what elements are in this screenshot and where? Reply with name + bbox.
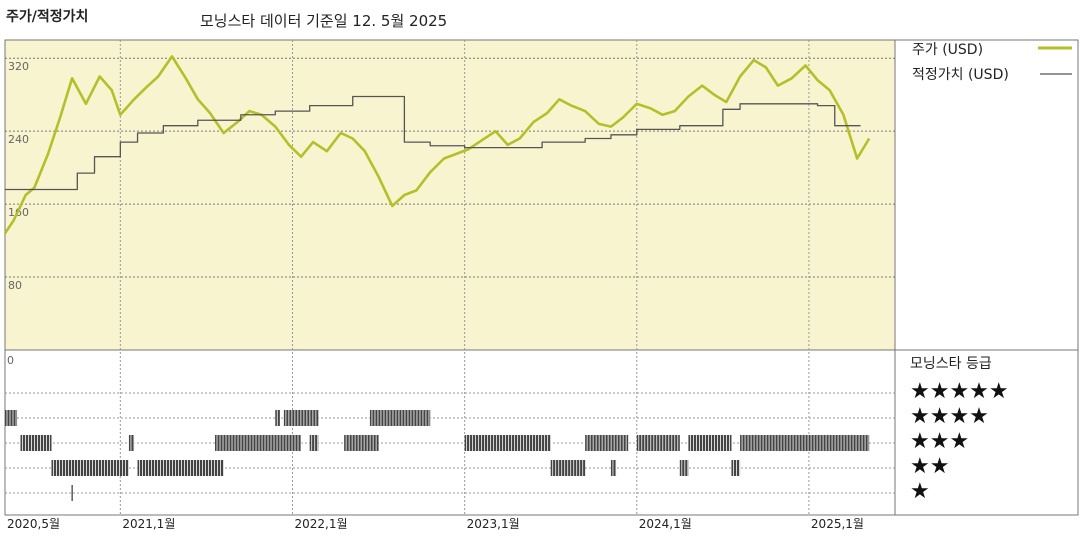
rating-segment-3-11 bbox=[344, 435, 379, 451]
y-tick-label-3: 80 bbox=[8, 279, 22, 292]
rating-segment-3-7 bbox=[20, 435, 52, 451]
rating-segment-2-4 bbox=[610, 460, 617, 476]
rating-bar bbox=[464, 435, 551, 451]
x-tick-label-0: 2020,5월 bbox=[7, 517, 60, 531]
rating-panel-bg bbox=[4, 349, 896, 516]
rating-bar bbox=[128, 435, 135, 451]
rating-bar bbox=[51, 460, 129, 476]
rating-segment-3-13 bbox=[585, 435, 629, 451]
rating-segment-4-17 bbox=[5, 410, 18, 426]
rating-segment-2-1 bbox=[51, 460, 129, 476]
rating-label-5: ★★★★★ bbox=[910, 379, 1009, 404]
y-tick-label-0: 320 bbox=[8, 60, 29, 73]
rating-bar bbox=[688, 435, 732, 451]
rating-segment-3-12 bbox=[464, 435, 552, 451]
rating-segment-3-8 bbox=[128, 435, 135, 451]
x-tick-label-3: 2023,1월 bbox=[467, 517, 520, 531]
rating-label-2: ★★ bbox=[910, 454, 949, 479]
rating-bars bbox=[5, 410, 870, 501]
rating-segment-3-14 bbox=[636, 435, 680, 451]
rating-bar bbox=[215, 435, 302, 451]
rating-y-tick: 0 bbox=[7, 354, 14, 367]
chart-title: 모닝스타 데이터 기준일 12. 5월 2025 bbox=[200, 12, 448, 30]
rating-bar bbox=[679, 460, 689, 476]
rating-label-1: ★ bbox=[910, 479, 930, 504]
rating-bar bbox=[369, 410, 431, 426]
rating-bar bbox=[137, 460, 224, 476]
fair-value-line bbox=[5, 95, 861, 191]
rating-bar bbox=[636, 435, 680, 451]
rating-bar bbox=[5, 410, 18, 426]
rating-bar bbox=[610, 460, 617, 476]
rating-segment-4-18 bbox=[275, 410, 281, 426]
rating-bar bbox=[309, 435, 319, 451]
rating-segment-2-2 bbox=[137, 460, 224, 476]
x-tick-labels: 2020,5월 2021,1월 2022,1월 2023,1월 2024,1월 2025,… bbox=[7, 517, 864, 531]
rating-bar bbox=[585, 435, 629, 451]
rating-segment-3-16 bbox=[740, 435, 870, 451]
rating-segment-3-10 bbox=[309, 435, 319, 451]
panel-title: 주가/적정가치 bbox=[6, 9, 89, 25]
rating-title: 모닝스타 등급 bbox=[910, 356, 992, 372]
x-tick-label-1: 2021,1월 bbox=[122, 517, 175, 531]
rating-label-3: ★★★ bbox=[910, 429, 969, 454]
x-tick-label-4: 2024,1월 bbox=[639, 517, 692, 531]
x-tick-label-5: 2025,1월 bbox=[811, 517, 864, 531]
rating-bar bbox=[731, 460, 741, 476]
rating-legend-panel bbox=[894, 349, 1079, 516]
x-tick-label-2: 2022,1월 bbox=[294, 517, 347, 531]
price-panel-bg bbox=[4, 39, 896, 351]
price-line bbox=[3, 55, 871, 235]
rating-segment-4-19 bbox=[283, 410, 319, 426]
rating-bar bbox=[275, 410, 281, 426]
rating-segment-4-20 bbox=[369, 410, 431, 426]
y-tick-label-1: 240 bbox=[8, 133, 29, 146]
rating-segment-3-15 bbox=[688, 435, 732, 451]
legend-label-fair-value: 적정가치 (USD) bbox=[912, 67, 1009, 83]
series-lines bbox=[3, 55, 871, 235]
legend-label-price: 주가 (USD) bbox=[912, 42, 983, 58]
rating-segment-2-6 bbox=[731, 460, 741, 476]
legend-panel bbox=[894, 39, 1079, 351]
rating-segment-3-9 bbox=[215, 435, 302, 451]
rating-label-4: ★★★★ bbox=[910, 404, 989, 429]
rating-segment-2-5 bbox=[679, 460, 689, 476]
rating-segment-2-3 bbox=[550, 460, 586, 476]
